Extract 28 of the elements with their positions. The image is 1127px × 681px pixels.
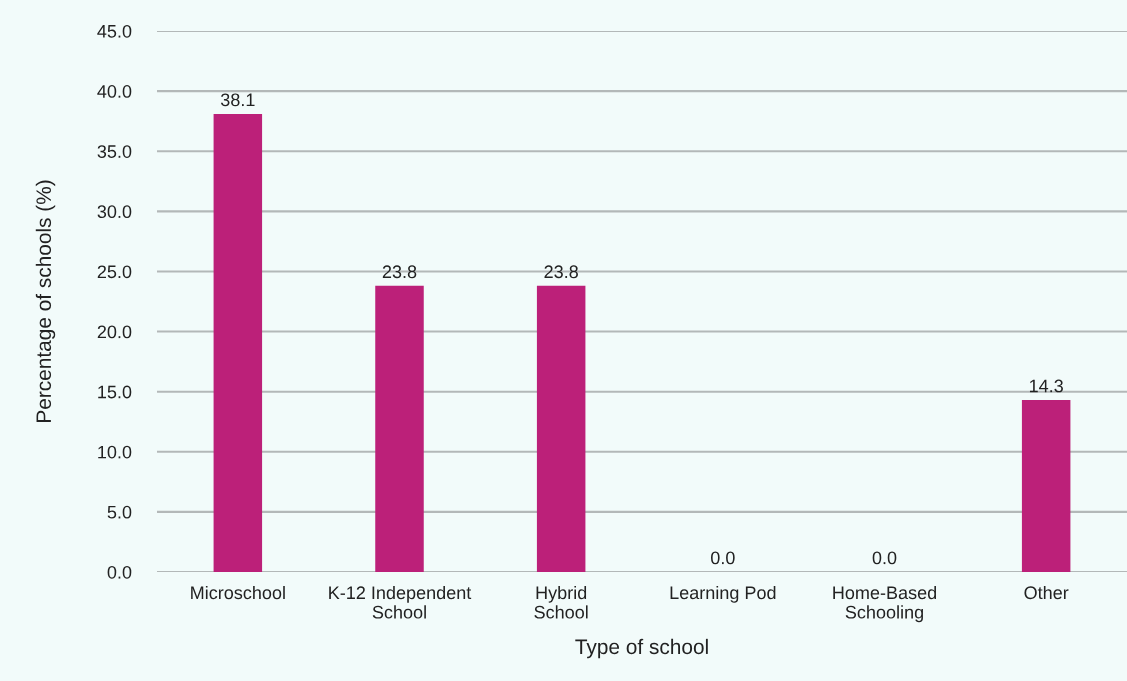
bar xyxy=(1021,400,1071,572)
x-tick-label: Other xyxy=(1024,585,1069,600)
x-tick-label: Home-Based Schooling xyxy=(833,585,937,623)
data-label: 23.8 xyxy=(544,265,578,279)
y-tick-label: 40.0 xyxy=(97,85,132,98)
y-axis-title: Percentage of schools (%) xyxy=(35,180,56,422)
data-label: 0.0 xyxy=(710,551,735,565)
bar xyxy=(375,285,424,572)
data-label: 0.0 xyxy=(872,551,897,565)
y-tick-label: 35.0 xyxy=(97,145,132,158)
y-tick-label: 15.0 xyxy=(98,385,132,399)
y-tick-label: 20.0 xyxy=(97,325,132,339)
data-label: 14.3 xyxy=(1029,379,1063,393)
y-tick-label: 30.0 xyxy=(97,205,132,219)
y-tick-label: 10.0 xyxy=(98,445,132,459)
y-tick-label: 25.0 xyxy=(97,265,132,279)
data-label: 38.1 xyxy=(220,93,255,107)
x-tick-label: K-12 Independent School xyxy=(329,585,472,619)
x-axis-title: Type of school xyxy=(575,638,708,659)
x-tick-label: Learning Pod xyxy=(670,585,776,603)
bar xyxy=(213,113,263,572)
y-tick-label: 0.0 xyxy=(107,565,132,579)
bar xyxy=(536,285,586,572)
x-tick-label: Microschool xyxy=(191,585,285,600)
y-tick-label: 45.0 xyxy=(97,24,132,38)
y-tick-label: 5.0 xyxy=(107,505,132,519)
data-label: 23.8 xyxy=(382,265,417,279)
x-tick-label: Hybrid School xyxy=(534,585,588,619)
